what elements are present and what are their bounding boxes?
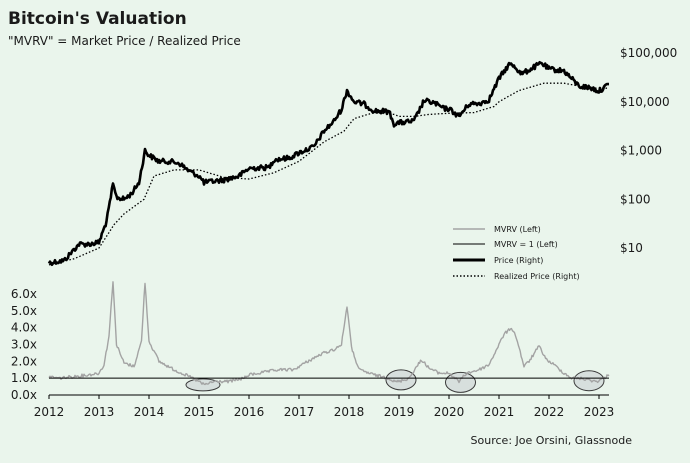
legend-mvrv-one-label: MVRV = 1 (Left) xyxy=(494,240,558,249)
y-tick-right: $10,000 xyxy=(620,95,670,109)
x-tick-label: 2019 xyxy=(384,405,415,419)
x-tick-label: 2013 xyxy=(84,405,115,419)
x-tick-label: 2017 xyxy=(284,405,315,419)
y-tick-right: $100 xyxy=(620,192,651,206)
x-tick-label: 2022 xyxy=(534,405,565,419)
y-tick-left: 5.0x xyxy=(11,304,37,318)
chart-subtitle: "MVRV" = Market Price / Realized Price xyxy=(8,34,241,48)
highlight-ellipse xyxy=(385,369,417,391)
x-tick-label: 2016 xyxy=(234,405,265,419)
x-tick-label: 2020 xyxy=(434,405,465,419)
realized-price-line xyxy=(48,82,609,266)
y-tick-left: 6.0x xyxy=(11,287,37,301)
x-tick-label: 2021 xyxy=(484,405,515,419)
y-tick-left: 1.0x xyxy=(11,371,37,385)
y-tick-left: 0.0x xyxy=(11,388,37,402)
source-note: Source: Joe Orsini, Glassnode xyxy=(470,434,632,447)
x-tick-label: 2023 xyxy=(584,405,615,419)
x-tick-label: 2015 xyxy=(184,405,215,419)
x-tick-label: 2014 xyxy=(134,405,165,419)
legend-realized-label: Realized Price (Right) xyxy=(494,272,580,281)
chart-title: Bitcoin's Valuation xyxy=(8,9,187,29)
y-tick-right: $10 xyxy=(620,241,643,255)
y-tick-right: $1,000 xyxy=(620,144,662,158)
price-line xyxy=(47,60,610,267)
y-tick-left: 3.0x xyxy=(11,338,37,352)
y-tick-right: $100,000 xyxy=(620,46,677,60)
y-tick-left: 2.0x xyxy=(11,354,37,368)
legend-mvrv-label: MVRV (Left) xyxy=(494,225,541,234)
mvrv-line xyxy=(48,281,610,386)
legend-price-label: Price (Right) xyxy=(494,256,543,265)
x-tick-label: 2012 xyxy=(34,405,65,419)
x-tick-label: 2018 xyxy=(334,405,365,419)
y-tick-left: 4.0x xyxy=(11,321,37,335)
highlight-ellipse xyxy=(445,371,476,393)
highlight-ellipse xyxy=(573,370,605,392)
